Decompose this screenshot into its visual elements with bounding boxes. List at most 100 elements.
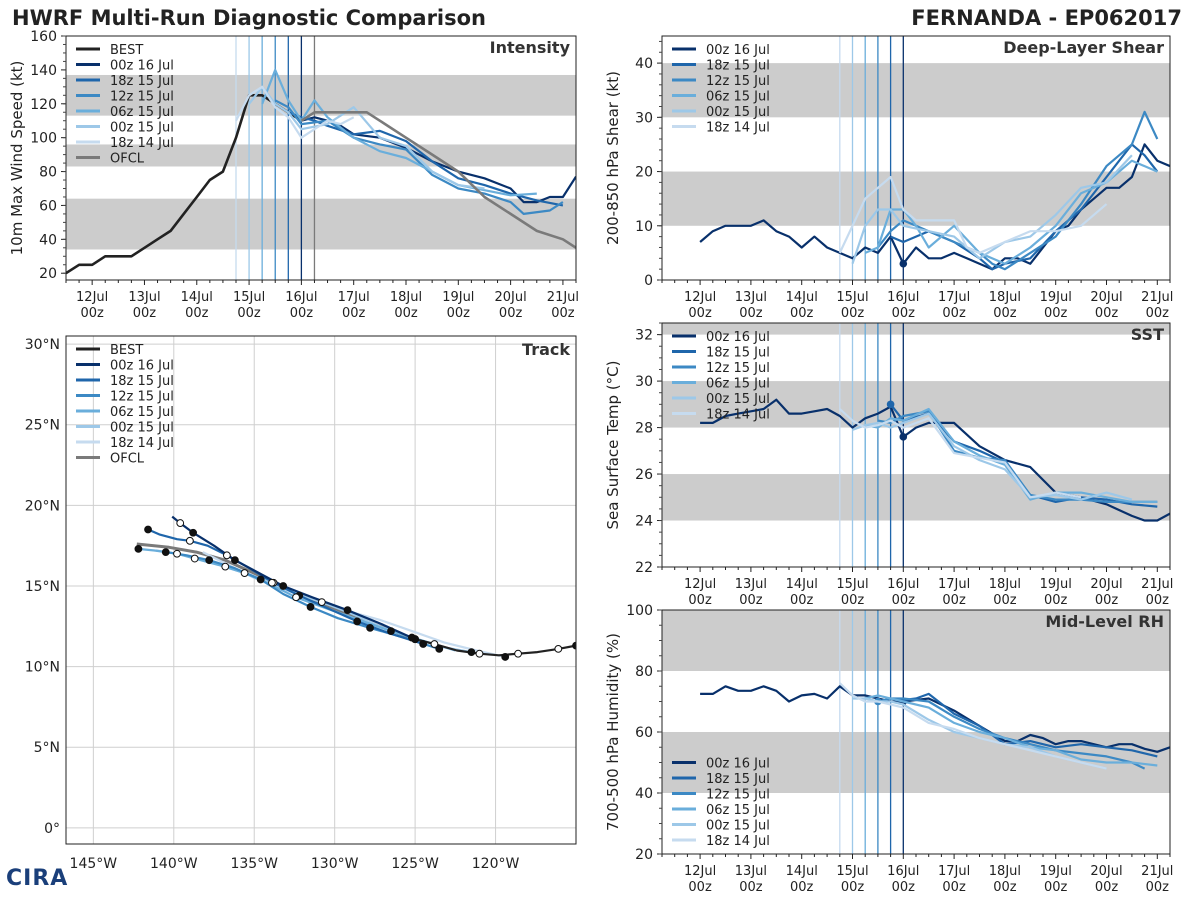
x-tick-label-hour: 00z bbox=[790, 593, 814, 608]
y-tick-label: 20 bbox=[39, 266, 57, 282]
legend-label: 18z 15 Jul bbox=[110, 374, 174, 389]
x-tick-label-hour: 00z bbox=[790, 306, 814, 321]
x-tick-label-hour: 00z bbox=[1146, 593, 1170, 608]
storm-title: FERNANDA - EP062017 bbox=[911, 6, 1182, 30]
series-group bbox=[700, 682, 1170, 770]
legend-label: 12z 15 Jul bbox=[706, 788, 770, 803]
x-tick-label-hour: 00z bbox=[1146, 306, 1170, 321]
x-tick-label-day: 19Jul bbox=[1040, 864, 1072, 879]
y-tick-label: 140 bbox=[30, 63, 57, 79]
lat-tick-label: 30°N bbox=[25, 337, 60, 353]
y-tick-label: 30 bbox=[635, 374, 653, 390]
shaded-band bbox=[662, 610, 1170, 671]
x-tick-label-hour: 00z bbox=[993, 880, 1017, 895]
x-tick-label-day: 13Jul bbox=[735, 577, 767, 592]
y-tick-label: 32 bbox=[635, 328, 653, 344]
x-tick-label-hour: 00z bbox=[942, 593, 966, 608]
x-tick-label-day: 21Jul bbox=[1141, 864, 1173, 879]
x-tick-label-hour: 00z bbox=[551, 306, 575, 321]
x-tick-label-hour: 00z bbox=[892, 593, 916, 608]
x-tick-label-hour: 00z bbox=[942, 880, 966, 895]
y-tick-label: 160 bbox=[30, 29, 57, 45]
track-position-marker bbox=[306, 603, 315, 611]
track-position-marker bbox=[514, 649, 522, 658]
legend-label: OFCL bbox=[110, 152, 145, 167]
y-tick-label: 60 bbox=[39, 198, 57, 214]
legend-label: 18z 14 Jul bbox=[706, 121, 770, 136]
y-tick-label: 40 bbox=[39, 232, 57, 248]
series-line bbox=[274, 99, 564, 215]
x-tick-label-day: 20Jul bbox=[494, 290, 526, 305]
legend-label: 00z 16 Jul bbox=[706, 43, 770, 58]
x-tick-label-day: 21Jul bbox=[1141, 577, 1173, 592]
x-tick-label-day: 18Jul bbox=[989, 577, 1021, 592]
x-tick-label-day: 13Jul bbox=[735, 290, 767, 305]
track-position-marker bbox=[173, 549, 181, 558]
track-position-marker bbox=[279, 582, 288, 590]
x-tick-label-day: 17Jul bbox=[938, 290, 970, 305]
legend-label: 06z 15 Jul bbox=[110, 405, 174, 420]
x-tick-label-day: 20Jul bbox=[1090, 577, 1122, 592]
track-position-marker bbox=[353, 617, 362, 626]
series-group bbox=[700, 398, 1170, 522]
x-tick-label-day: 21Jul bbox=[547, 290, 579, 305]
y-tick-label: 24 bbox=[635, 514, 653, 530]
x-tick-label-hour: 00z bbox=[133, 306, 157, 321]
shaded-band bbox=[662, 323, 1170, 335]
legend-label: 00z 15 Jul bbox=[110, 421, 174, 436]
legend-label: 06z 15 Jul bbox=[110, 105, 174, 120]
init-marker bbox=[886, 400, 895, 409]
track-position-marker bbox=[343, 606, 352, 615]
x-tick-label-hour: 00z bbox=[688, 880, 712, 895]
lat-tick-label: 20°N bbox=[25, 498, 60, 514]
y-tick-label: 0 bbox=[644, 273, 653, 289]
shaded-band bbox=[66, 144, 576, 167]
legend-label: 00z 15 Jul bbox=[706, 819, 770, 834]
track-position-marker bbox=[221, 562, 230, 571]
lon-tick-label: 140°W bbox=[150, 856, 198, 872]
panel-title: Deep-Layer Shear bbox=[1003, 38, 1164, 57]
track-position-marker bbox=[144, 525, 152, 534]
x-tick-label-day: 18Jul bbox=[989, 864, 1021, 879]
y-tick-label: 100 bbox=[30, 131, 57, 147]
lat-tick-label: 25°N bbox=[25, 418, 60, 434]
x-tick-label-hour: 00z bbox=[342, 306, 366, 321]
y-tick-label: 22 bbox=[635, 560, 653, 576]
x-tick-label-hour: 00z bbox=[688, 306, 712, 321]
x-tick-label-day: 15Jul bbox=[836, 864, 868, 879]
y-tick-label: 20 bbox=[635, 847, 653, 863]
lat-tick-label: 0° bbox=[44, 821, 60, 837]
x-tick-label-day: 21Jul bbox=[1141, 290, 1173, 305]
panel-title: SST bbox=[1131, 325, 1164, 344]
legend-label: BEST bbox=[110, 43, 143, 58]
x-tick-label-day: 15Jul bbox=[233, 290, 265, 305]
x-tick-label-day: 19Jul bbox=[1040, 577, 1072, 592]
panel-sst: 22242628303212Jul00z13Jul00z14Jul00z15Ju… bbox=[604, 322, 1173, 608]
series-line bbox=[877, 410, 1158, 503]
legend-label: 12z 15 Jul bbox=[706, 74, 770, 89]
x-tick-label-day: 12Jul bbox=[684, 290, 716, 305]
shaded-band bbox=[66, 198, 576, 250]
x-tick-label-hour: 00z bbox=[237, 306, 261, 321]
track-position-marker bbox=[205, 556, 214, 565]
x-tick-label-day: 17Jul bbox=[938, 577, 970, 592]
legend-label: 00z 16 Jul bbox=[706, 757, 770, 772]
y-axis-label: 200-850 hPa Shear (kt) bbox=[604, 71, 622, 245]
series-line bbox=[235, 85, 355, 139]
x-tick-label-hour: 00z bbox=[739, 306, 763, 321]
figure-title: HWRF Multi-Run Diagnostic Comparison bbox=[12, 6, 487, 30]
x-tick-label-hour: 00z bbox=[1044, 880, 1068, 895]
y-tick-label: 60 bbox=[635, 725, 653, 741]
x-tick-label-hour: 00z bbox=[892, 306, 916, 321]
lat-tick-label: 15°N bbox=[25, 579, 60, 595]
track-position-marker bbox=[161, 548, 170, 557]
x-tick-label-hour: 00z bbox=[739, 593, 763, 608]
x-tick-label-hour: 00z bbox=[841, 593, 865, 608]
track-series-group bbox=[134, 515, 576, 661]
x-tick-label-day: 16Jul bbox=[285, 290, 317, 305]
x-tick-label-hour: 00z bbox=[739, 880, 763, 895]
track-position-marker bbox=[231, 556, 239, 565]
y-tick-label: 40 bbox=[635, 56, 653, 72]
